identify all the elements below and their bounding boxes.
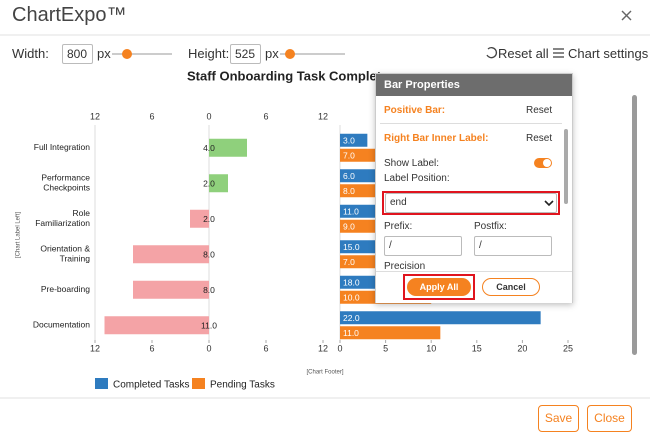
category-label: Pre-boarding <box>41 284 90 294</box>
width-label: Width: <box>12 46 49 61</box>
cancel-button[interactable]: Cancel <box>482 278 540 296</box>
close-icon[interactable] <box>621 10 632 21</box>
data-label: 2.0 <box>203 179 215 189</box>
panel-title: Bar Properties <box>376 74 572 96</box>
bar <box>340 326 441 340</box>
unit: px <box>97 46 111 61</box>
x-tick-label: 12 <box>90 343 100 353</box>
toggle[interactable] <box>534 158 552 168</box>
data-label: 8.0 <box>203 285 215 295</box>
field-label: Postfix: <box>474 221 507 232</box>
scrollbar[interactable] <box>564 129 568 204</box>
reset-icon[interactable] <box>486 47 497 59</box>
prefix-input[interactable]: / <box>384 236 462 256</box>
x-tick-label: 12 <box>318 343 328 353</box>
field-label: Prefix: <box>384 221 413 232</box>
field-label: Precision <box>384 261 426 272</box>
position-select[interactable]: end <box>385 193 557 213</box>
bar <box>104 316 209 335</box>
bar <box>190 209 209 228</box>
settings-icon[interactable] <box>553 48 564 58</box>
x-tick-label: 0 <box>206 111 211 121</box>
data-label: 22.0 <box>343 313 360 323</box>
chart-footer: [Chart Footer] <box>306 370 343 376</box>
dropdown-icon <box>544 200 554 207</box>
data-label: 7.0 <box>343 257 355 267</box>
data-label: 3.0 <box>343 136 355 146</box>
data-label: 18.0 <box>343 278 360 288</box>
app-title: ChartExpo™ <box>12 4 127 26</box>
apply-all-button[interactable]: Apply All <box>407 278 471 296</box>
category-label: Documentation <box>33 320 90 330</box>
postfix-input[interactable]: / <box>474 236 552 256</box>
field-label: Label Position: <box>384 173 450 184</box>
chart-settings-button[interactable]: Chart settings <box>568 46 649 61</box>
scrollbar[interactable] <box>632 95 637 355</box>
section-header[interactable]: Positive Bar: <box>384 105 446 116</box>
close-button[interactable]: Close <box>587 405 632 432</box>
section-header[interactable]: Right Bar Inner Label: <box>384 133 489 144</box>
bar <box>340 133 368 147</box>
legend-swatch <box>192 378 205 389</box>
data-label: 10.0 <box>343 293 360 303</box>
save-button[interactable]: Save <box>538 405 579 432</box>
height-label: Height: <box>188 46 230 61</box>
chart-title: Staff Onboarding Task Complet <box>187 68 382 83</box>
slider-knob[interactable] <box>285 49 295 59</box>
data-label: 7.0 <box>343 151 355 161</box>
height-input[interactable]: 525 <box>230 44 261 64</box>
x-tick-label: 15 <box>472 343 482 353</box>
reset-button[interactable]: Reset <box>526 105 553 116</box>
x-tick-label: 20 <box>517 343 527 353</box>
y-axis-label: [Chart Label Left] <box>16 212 22 258</box>
legend-swatch <box>95 378 108 389</box>
data-label: 15.0 <box>343 242 360 252</box>
legend-label: Pending Tasks <box>210 380 275 391</box>
x-tick-label: 0 <box>206 343 211 353</box>
data-label: 9.0 <box>343 222 355 232</box>
category-label: Role Familiarization <box>35 208 90 228</box>
reset-button[interactable]: Reset <box>526 133 553 144</box>
data-label: 8.0 <box>203 250 215 260</box>
x-tick-label: 6 <box>263 111 268 121</box>
bar <box>340 311 541 325</box>
data-label: 11.0 <box>343 328 359 338</box>
bar <box>209 174 228 193</box>
x-tick-label: 6 <box>263 343 268 353</box>
field-label: Show Label: <box>384 158 440 169</box>
data-label: 11.0 <box>201 321 217 331</box>
data-label: 8.0 <box>343 186 355 196</box>
x-tick-label: 12 <box>90 111 100 121</box>
bar <box>133 245 209 264</box>
x-tick-label: 5 <box>383 343 388 353</box>
data-label: 4.0 <box>203 143 215 153</box>
x-tick-label: 12 <box>318 111 328 121</box>
bar <box>133 280 209 299</box>
highlight <box>382 191 560 215</box>
data-label: 6.0 <box>343 171 355 181</box>
x-tick-label: 10 <box>426 343 436 353</box>
data-label: 2.0 <box>203 214 215 224</box>
x-tick-label: 6 <box>149 343 154 353</box>
highlight <box>403 274 475 300</box>
category-label: Orientation & Training <box>40 244 90 264</box>
x-tick-label: 0 <box>337 343 342 353</box>
category-label: Full Integration <box>34 142 90 152</box>
slider-knob[interactable] <box>122 49 132 59</box>
x-tick-label: 6 <box>149 111 154 121</box>
legend-label: Completed Tasks <box>113 380 190 391</box>
unit: px <box>265 46 279 61</box>
bar-properties-panel: Bar Properties Positive Bar: Reset Right… <box>375 73 573 303</box>
width-input[interactable]: 800 <box>62 44 93 64</box>
bar <box>209 138 247 157</box>
category-label: Performance Checkpoints <box>41 173 90 193</box>
separator <box>380 123 562 124</box>
data-label: 11.0 <box>343 207 359 217</box>
x-tick-label: 25 <box>563 343 573 353</box>
reset-all-button[interactable]: Reset all <box>498 46 549 61</box>
